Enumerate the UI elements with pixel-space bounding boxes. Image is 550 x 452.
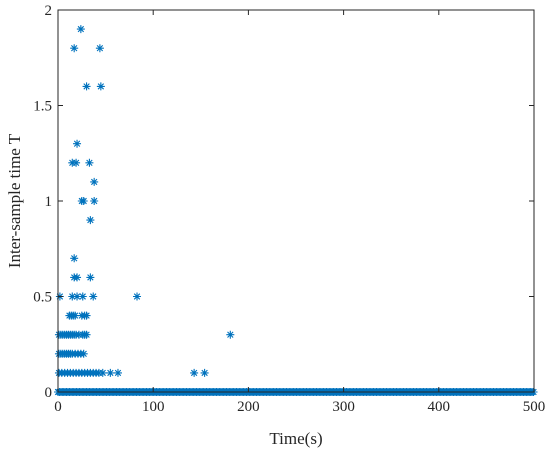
data-point [96,82,105,91]
y-tick-label: 2 [45,3,53,19]
data-point [79,197,88,205]
data-point [71,311,80,320]
y-tick-label: 1 [45,194,53,210]
x-tick-label: 0 [54,399,62,415]
data-point [113,368,122,377]
data-point [76,25,85,34]
x-tick-label: 300 [332,399,355,415]
data-point [73,273,82,282]
data-point [95,44,104,53]
x-tick-label: 100 [142,399,165,415]
data-point [73,292,82,301]
data-point [86,216,95,225]
data-point [72,158,81,167]
y-tick-label: 0 [45,385,53,401]
data-point [82,330,91,339]
data-point [133,292,142,301]
x-axis-label: Time(s) [269,429,322,448]
data-point [70,254,79,263]
data-point [82,311,91,320]
data-point [89,292,98,301]
y-axis-label: Inter-sample time T [5,133,24,268]
data-point [85,158,94,167]
data-point [90,197,99,205]
data-point [226,330,235,339]
data-point [98,368,107,377]
data-point [68,292,77,301]
data-point [90,177,99,186]
y-tick-label: 1.5 [33,99,52,115]
data-point [79,349,88,358]
data-point [200,368,209,377]
data-point [82,82,91,91]
x-tick-label: 200 [237,399,260,415]
x-axis-ticks: 0 100 200 300 400 500 [54,10,545,415]
plot-background [58,10,534,392]
x-tick-label: 500 [523,399,546,415]
data-point [70,44,79,53]
data-point [106,368,115,377]
y-axis-ticks: 0 0.5 1 1.5 2 [33,3,534,401]
data-point [73,139,82,148]
data-point [190,368,199,377]
y-tick-label: 0.5 [33,290,52,306]
x-tick-label: 400 [428,399,451,415]
data-point [86,273,95,282]
data-point [78,292,87,301]
